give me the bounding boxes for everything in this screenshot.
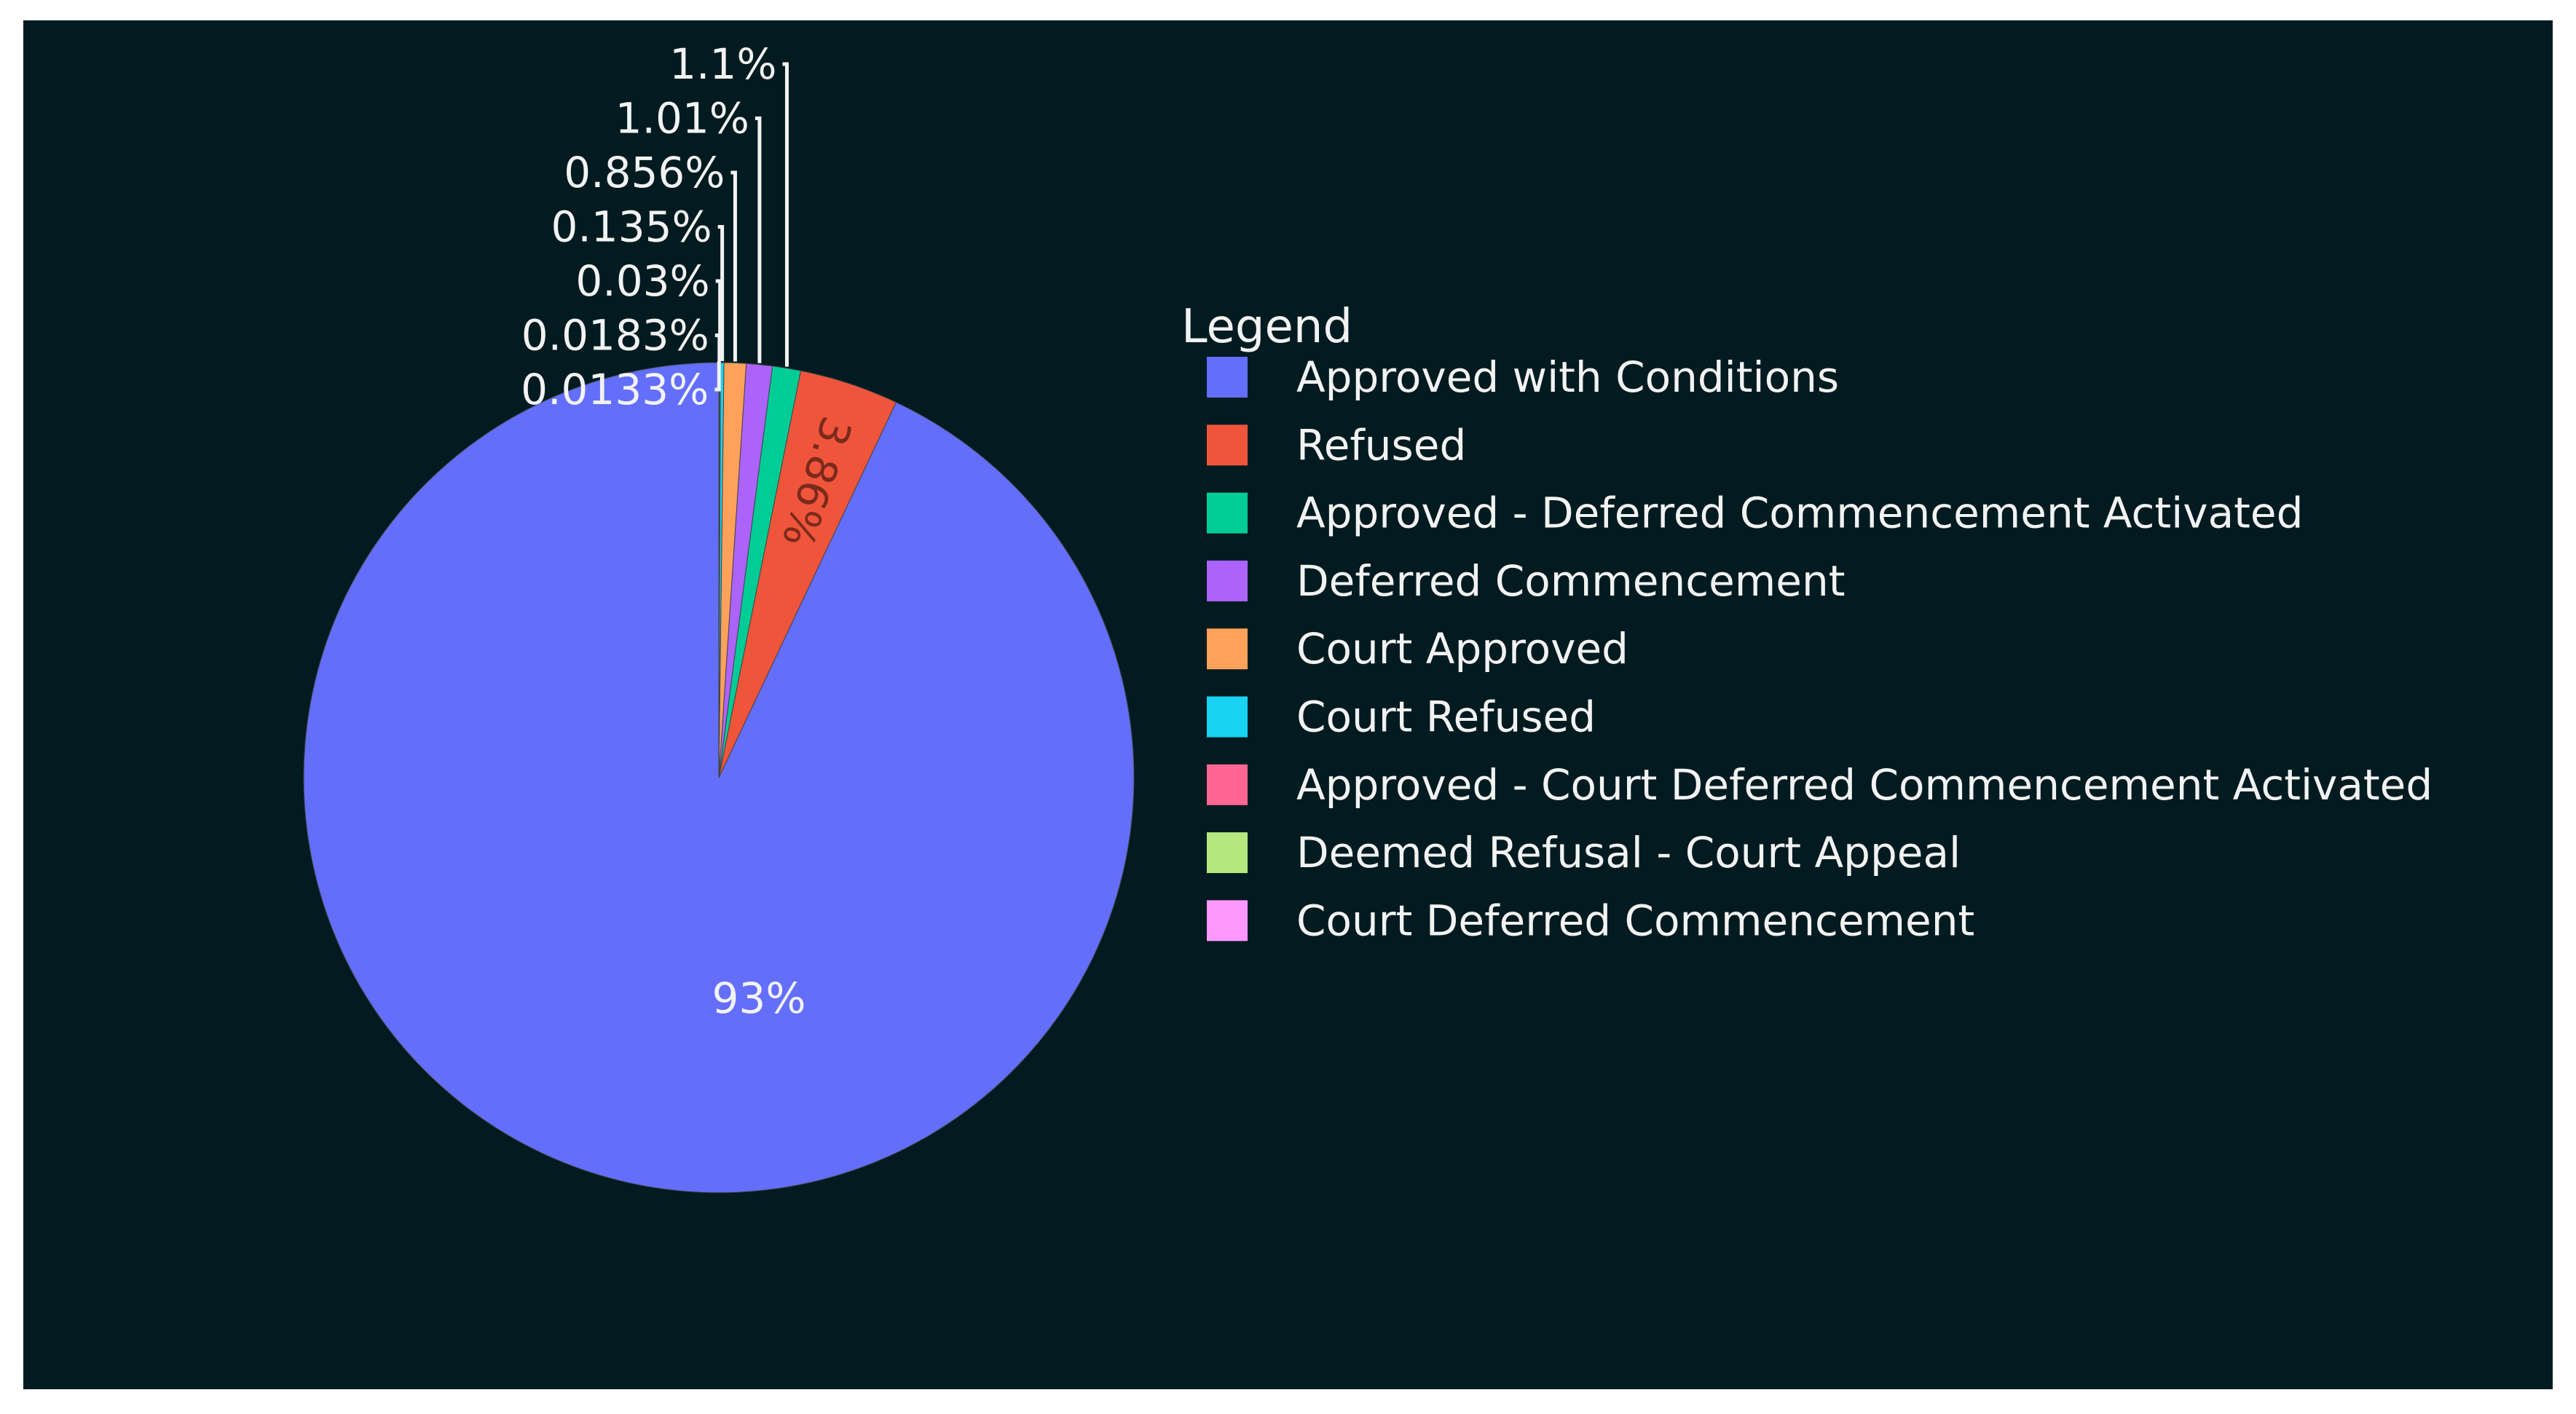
legend-swatch-approved-court-deferred-commencement-activated[interactable] xyxy=(1207,764,1248,805)
legend-swatch-deemed-refusal-court-appeal[interactable] xyxy=(1207,832,1248,874)
legend: Legend Approved with ConditionsRefusedAp… xyxy=(1181,300,2433,945)
slice-label-court-approved: 0.856% xyxy=(564,148,725,197)
legend-label-refused[interactable]: Refused xyxy=(1296,420,1466,470)
legend-swatch-court-approved[interactable] xyxy=(1207,628,1248,670)
slice-label-approved-with-conditions: 93% xyxy=(712,973,806,1023)
chart-panel: 93% 3.86% 1.1% 1.01% 0.856% 0.135% 0.03% 0.0183… xyxy=(23,20,2553,1389)
leader-lines xyxy=(714,62,789,392)
slice-label-approved-deferred-commencement-activated: 1.1% xyxy=(669,39,776,89)
legend-label-court-refused[interactable]: Court Refused xyxy=(1296,692,1596,742)
slice-label-court-deferred-commencement: 0.0133% xyxy=(521,365,709,414)
leader-line-court-refused xyxy=(717,225,725,362)
leader-line-court-approved xyxy=(730,170,737,362)
legend-label-deferred-commencement[interactable]: Deferred Commencement xyxy=(1296,556,1845,606)
legend-label-deemed-refusal-court-appeal[interactable]: Deemed Refusal - Court Appeal xyxy=(1296,828,1961,877)
leader-line-court-deferred-commencement xyxy=(714,361,721,392)
legend-label-court-deferred-commencement[interactable]: Court Deferred Commencement xyxy=(1296,896,1974,945)
legend-items: Approved with Conditions Refused Approved … xyxy=(1207,352,2433,945)
legend-label-approved-court-deferred-commencement-activated[interactable]: Approved - Court Deferred Commencement A… xyxy=(1296,760,2433,810)
slice-label-approved-court-deferred-commencement-activated: 0.03% xyxy=(575,256,709,306)
legend-swatch-deferred-commencement[interactable] xyxy=(1207,560,1248,601)
leader-line-deemed-refusal-court-appeal xyxy=(714,333,722,362)
legend-swatch-approved-deferred-commencement-activated[interactable] xyxy=(1207,492,1248,534)
slice-label-court-refused: 0.135% xyxy=(551,202,712,252)
legend-label-court-approved[interactable]: Court Approved xyxy=(1296,624,1628,674)
legend-swatch-refused[interactable] xyxy=(1207,424,1248,466)
leader-line-deferred-commencement xyxy=(755,116,762,363)
legend-title: Legend xyxy=(1181,300,1352,354)
leader-line-approved-deferred-commencement-activated xyxy=(782,62,789,367)
legend-label-approved-deferred-commencement-activated[interactable]: Approved - Deferred Commencement Activat… xyxy=(1296,489,2303,538)
slice-label-deferred-commencement: 1.01% xyxy=(615,94,749,143)
pie-slices xyxy=(303,362,1135,1193)
legend-swatch-court-refused[interactable] xyxy=(1207,696,1248,738)
slice-label-deemed-refusal-court-appeal: 0.0183% xyxy=(521,311,709,360)
pie-chart: 93%3.86%1.1%1.01%0.856%0.135%0.03%0.0183… xyxy=(303,39,2433,1193)
slice-labels: 93%3.86%1.1%1.01%0.856%0.135%0.03%0.0183… xyxy=(521,39,862,1023)
legend-label-approved-with-conditions[interactable]: Approved with Conditions xyxy=(1296,352,1839,402)
legend-swatch-approved-with-conditions[interactable] xyxy=(1207,357,1248,398)
legend-swatch-court-deferred-commencement[interactable] xyxy=(1207,900,1248,941)
